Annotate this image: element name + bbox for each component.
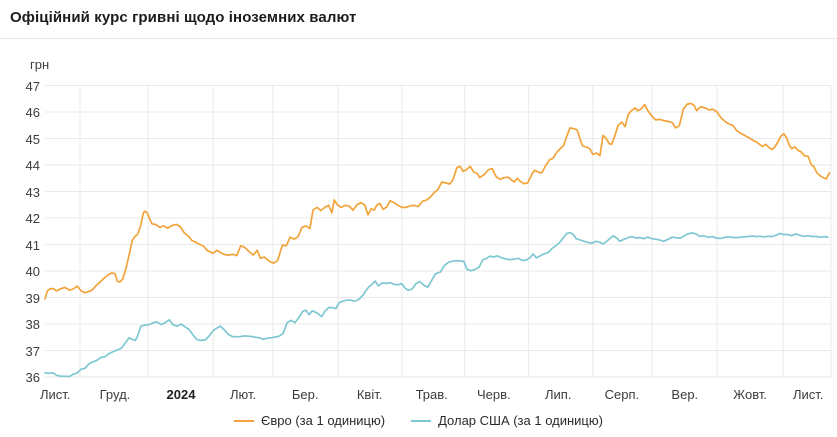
y-tick-label: 44 bbox=[25, 158, 40, 173]
page-title: Офіційний курс гривні щодо іноземних вал… bbox=[10, 9, 357, 26]
x-tick-label: Груд. bbox=[99, 387, 131, 402]
chart-header: Офіційний курс гривні щодо іноземних вал… bbox=[0, 0, 837, 38]
euro-line-swatch bbox=[234, 419, 255, 422]
x-tick-label: Вер. bbox=[671, 387, 699, 402]
header-divider bbox=[0, 38, 837, 39]
y-tick-label: 46 bbox=[25, 105, 40, 120]
y-tick-label: 40 bbox=[25, 264, 40, 279]
y-tick-label: 42 bbox=[25, 211, 40, 226]
legend-item-usd[interactable]: Долар США (за 1 одиницю) bbox=[411, 413, 603, 428]
x-tick-label: Жовт. bbox=[733, 387, 767, 402]
y-tick-label: 43 bbox=[25, 184, 40, 200]
x-tick-label: Лют. bbox=[230, 387, 257, 402]
y-tick-label: 41 bbox=[25, 237, 40, 253]
y-tick-label: 39 bbox=[25, 290, 40, 306]
legend-label-euro: Євро (за 1 одиницю) bbox=[261, 413, 386, 428]
x-tick-label: Бер. bbox=[291, 387, 319, 402]
chart-legend: Євро (за 1 одиницю) Долар США (за 1 один… bbox=[0, 413, 837, 428]
x-tick-label: Черв. bbox=[476, 387, 511, 402]
x-tick-label: Квіт. bbox=[356, 387, 383, 402]
y-axis-unit-label: грн bbox=[30, 57, 50, 72]
y-tick-label: 47 bbox=[25, 78, 40, 94]
x-tick-label: Лист. bbox=[792, 387, 824, 402]
x-tick-label: Трав. bbox=[415, 387, 448, 402]
x-tick-label: Серп. bbox=[604, 387, 640, 402]
legend-label-usd: Долар США (за 1 одиницю) bbox=[438, 413, 603, 428]
x-tick-label: 2024 bbox=[166, 387, 196, 402]
y-tick-label: 36 bbox=[25, 370, 40, 385]
y-tick-label: 45 bbox=[25, 131, 40, 147]
usd-line bbox=[44, 231, 829, 378]
usd-line-swatch bbox=[411, 419, 432, 422]
legend-item-euro[interactable]: Євро (за 1 одиницю) bbox=[234, 413, 385, 428]
x-tick-label: Лип. bbox=[545, 387, 572, 402]
x-tick-label: Лист. bbox=[39, 387, 71, 402]
euro-line bbox=[44, 102, 831, 300]
y-tick-label: 38 bbox=[25, 317, 40, 332]
y-tick-label: 37 bbox=[25, 343, 40, 359]
line-chart: грн 36 37 38 39 40 41 42 43 44 45 46 47 Лист. Груд. 2… bbox=[0, 39, 837, 437]
